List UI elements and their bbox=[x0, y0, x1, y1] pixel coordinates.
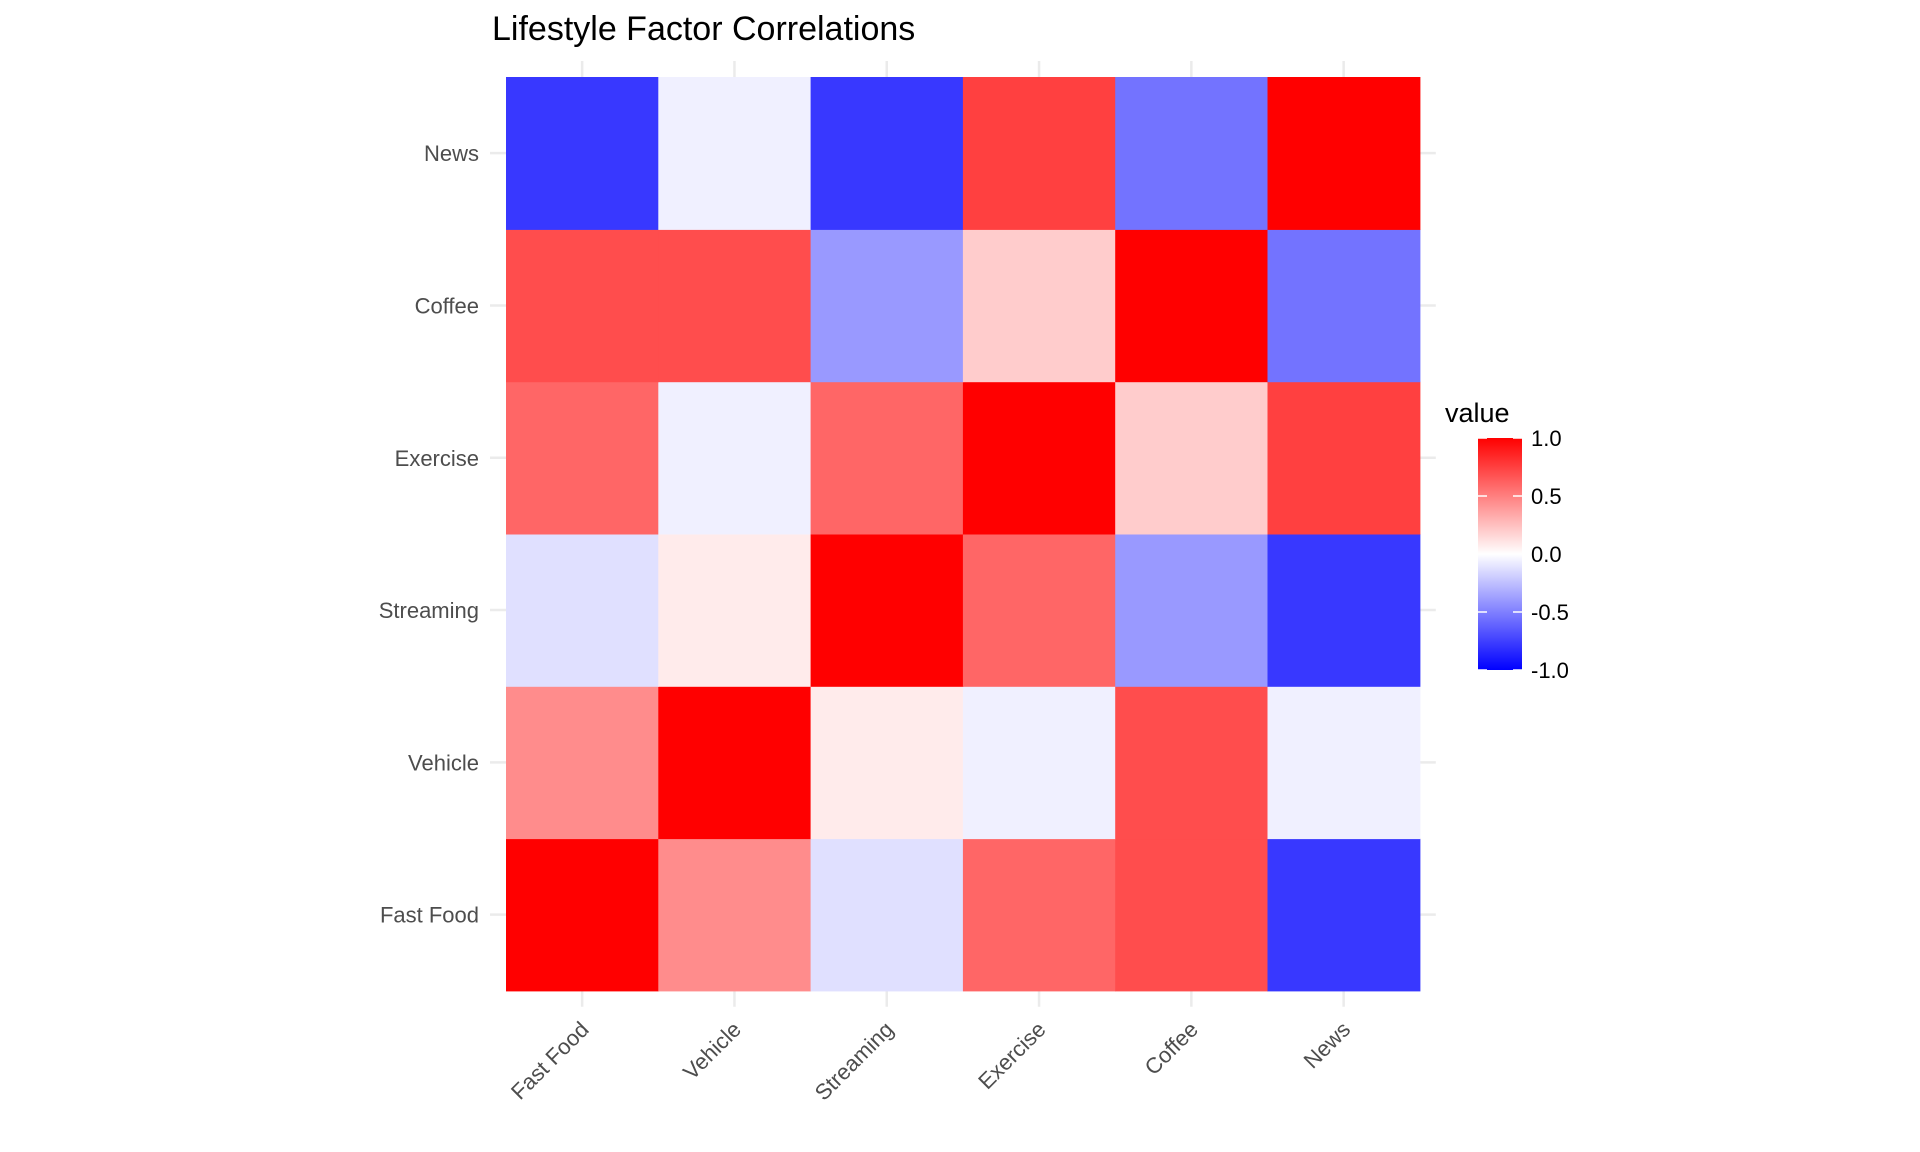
heatmap-cell-exercise-coffee bbox=[1115, 381, 1269, 535]
y-tick-label-streaming: Streaming bbox=[379, 598, 479, 623]
heatmap-cell-fast-food-news bbox=[1267, 838, 1421, 992]
x-tick-label-vehicle: Vehicle bbox=[678, 1017, 746, 1085]
legend-tick-label: 0.5 bbox=[1531, 484, 1562, 509]
x-tick-label-streaming: Streaming bbox=[810, 1017, 899, 1106]
y-tick-label-fast-food: Fast Food bbox=[380, 903, 479, 928]
heatmap-cell-exercise-news bbox=[1267, 381, 1421, 535]
legend-title: value bbox=[1445, 398, 1510, 428]
heatmap-cell-vehicle-exercise bbox=[962, 686, 1116, 840]
legend-tick-label: 0.0 bbox=[1531, 542, 1562, 567]
y-tick-label-news: News bbox=[424, 141, 479, 166]
color-legend: value 1.0 0.5 0.0 -0.5 -1.0 bbox=[1445, 398, 1569, 683]
heatmap-cell-streaming-streaming bbox=[810, 533, 964, 687]
y-tick-label-vehicle: Vehicle bbox=[408, 750, 479, 775]
y-tick-label-coffee: Coffee bbox=[415, 293, 479, 318]
x-tick-label-fast-food: Fast Food bbox=[506, 1017, 594, 1105]
heatmap-cell-fast-food-exercise bbox=[962, 838, 1116, 992]
heatmap-cell-exercise-fast-food bbox=[506, 381, 659, 535]
x-tick-label-news: News bbox=[1299, 1017, 1356, 1074]
heatmap-cell-vehicle-fast-food bbox=[506, 686, 659, 840]
heatmap-cell-exercise-streaming bbox=[810, 381, 964, 535]
x-axis-tick-labels: Fast Food Vehicle Streaming Exercise Coffee N… bbox=[506, 1017, 1355, 1106]
heatmap-cell-vehicle-streaming bbox=[810, 686, 964, 840]
heatmap-cell-streaming-fast-food bbox=[506, 533, 659, 687]
heatmap-cell-vehicle-vehicle bbox=[658, 686, 812, 840]
heatmap-cells bbox=[506, 77, 1421, 992]
heatmap-cell-streaming-news bbox=[1267, 533, 1421, 687]
legend-tick-label: -1.0 bbox=[1531, 658, 1569, 683]
y-axis-tick-labels: Fast Food Vehicle Streaming Exercise Coffee N… bbox=[379, 141, 479, 928]
heatmap-cell-fast-food-fast-food bbox=[506, 838, 659, 992]
heatmap-cell-streaming-vehicle bbox=[658, 533, 812, 687]
heatmap-cell-exercise-exercise bbox=[962, 381, 1116, 535]
heatmap-cell-fast-food-vehicle bbox=[658, 838, 812, 992]
heatmap-cell-coffee-news bbox=[1267, 229, 1421, 383]
heatmap-cell-coffee-streaming bbox=[810, 229, 964, 383]
heatmap-cell-fast-food-streaming bbox=[810, 838, 964, 992]
heatmap-cell-streaming-exercise bbox=[962, 533, 1116, 687]
heatmap-cell-streaming-coffee bbox=[1115, 533, 1269, 687]
heatmap-cell-news-vehicle bbox=[658, 77, 812, 230]
legend-tick-label: 1.0 bbox=[1531, 426, 1562, 451]
heatmap-cell-exercise-vehicle bbox=[658, 381, 812, 535]
legend-ticks: 1.0 0.5 0.0 -0.5 -1.0 bbox=[1478, 426, 1569, 683]
heatmap-cell-news-fast-food bbox=[506, 77, 659, 230]
heatmap-cell-news-streaming bbox=[810, 77, 964, 230]
heatmap-cell-coffee-vehicle bbox=[658, 229, 812, 383]
heatmap-cell-vehicle-news bbox=[1267, 686, 1421, 840]
x-tick-label-coffee: Coffee bbox=[1140, 1017, 1203, 1080]
heatmap-cell-coffee-coffee bbox=[1115, 229, 1269, 383]
heatmap-cell-news-coffee bbox=[1115, 77, 1269, 230]
x-tick-label-exercise: Exercise bbox=[973, 1017, 1050, 1094]
heatmap-cell-fast-food-coffee bbox=[1115, 838, 1269, 992]
y-tick-label-exercise: Exercise bbox=[395, 446, 479, 471]
heatmap-cell-coffee-fast-food bbox=[506, 229, 659, 383]
legend-tick-label: -0.5 bbox=[1531, 600, 1569, 625]
heatmap-cell-news-exercise bbox=[962, 77, 1116, 230]
heatmap-cell-vehicle-coffee bbox=[1115, 686, 1269, 840]
heatmap-cell-coffee-exercise bbox=[962, 229, 1116, 383]
chart-title: Lifestyle Factor Correlations bbox=[492, 10, 915, 48]
heatmap-cell-news-news bbox=[1267, 77, 1421, 230]
